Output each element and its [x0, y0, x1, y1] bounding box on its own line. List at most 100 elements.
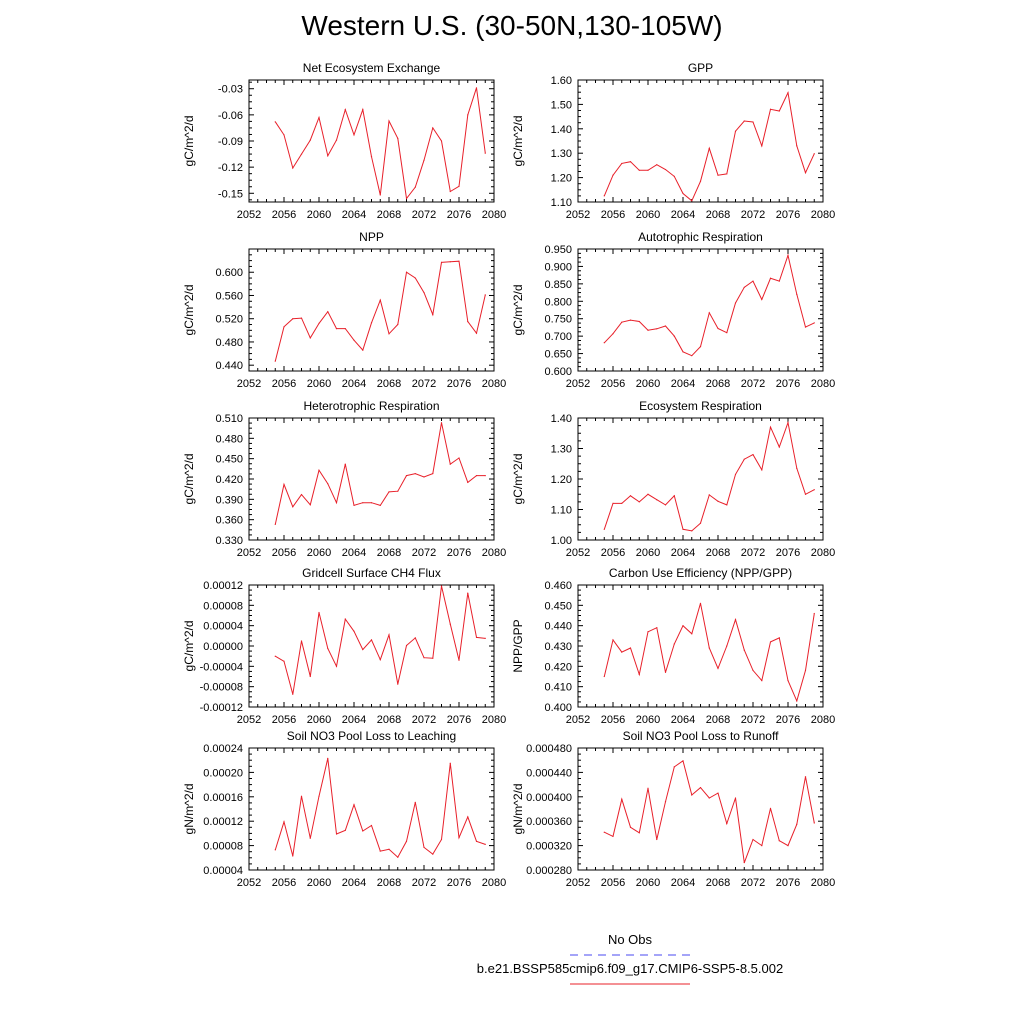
data-point: [370, 502, 373, 504]
data-point: [405, 840, 408, 842]
y-tick-label: -0.00008: [200, 682, 243, 694]
y-tick-label: 0.390: [215, 494, 243, 506]
y-tick-label: 0.450: [544, 600, 572, 612]
y-tick-label: -0.12: [218, 162, 243, 174]
data-point: [726, 504, 728, 506]
y-tick-label: 0.520: [215, 314, 243, 326]
data-point: [475, 332, 478, 334]
data-point: [778, 637, 780, 639]
data-point: [638, 501, 640, 503]
x-tick-label: 2068: [706, 877, 730, 889]
data-point: [353, 504, 355, 507]
data-point: [813, 822, 815, 824]
y-tick-label: 0.950: [544, 244, 572, 256]
data-point: [405, 271, 408, 273]
y-tick-label: -0.15: [218, 188, 243, 200]
x-tick-label: 2056: [272, 378, 296, 390]
data-point: [682, 351, 684, 353]
data-point: [283, 326, 285, 328]
data-point: [397, 490, 399, 492]
x-tick-label: 2064: [671, 877, 695, 889]
x-tick-label: 2060: [636, 877, 660, 889]
data-point: [743, 458, 745, 460]
x-tick-label: 2060: [307, 547, 331, 559]
data-point: [726, 332, 728, 334]
data-point: [388, 848, 390, 850]
y-tick-label: 0.330: [215, 535, 243, 547]
data-point: [432, 472, 434, 475]
page-title: Western U.S. (30-50N,130-105W): [301, 10, 723, 41]
data-point: [440, 261, 443, 263]
y-tick-label: 1.50: [551, 99, 572, 111]
data-point: [787, 92, 789, 94]
x-tick-label: 2052: [237, 877, 261, 889]
data-point: [370, 639, 373, 641]
data-point: [813, 612, 815, 615]
x-tick-label: 2080: [811, 378, 835, 390]
data-point: [664, 168, 667, 171]
data-point: [353, 630, 355, 632]
data-point: [362, 830, 364, 832]
x-tick-label: 2064: [342, 877, 366, 889]
data-point: [673, 766, 675, 768]
data-point: [796, 467, 798, 469]
y-axis-label: gC/m^2/d: [182, 285, 196, 336]
chart-panel-6: Ecosystem Respiration gC/m^2/d 2052 2056 206…: [511, 399, 835, 559]
data-point: [388, 634, 390, 636]
x-tick-label: 2068: [377, 209, 401, 221]
data-point: [475, 636, 478, 638]
y-tick-label: 0.480: [215, 337, 243, 349]
data-point: [734, 797, 737, 799]
data-point: [344, 109, 346, 111]
legend-model-label: b.e21.BSSP585cmip6.f09_g17.CMIP6-SSP5-8.…: [476, 961, 784, 976]
series-line: [603, 91, 815, 202]
x-tick-label: 2052: [566, 547, 590, 559]
chart-title: Carbon Use Efficiency (NPP/GPP): [609, 566, 792, 580]
y-tick-label: 0.00012: [203, 816, 243, 828]
data-point: [629, 161, 632, 163]
x-tick-label: 2060: [307, 714, 331, 726]
plot-frame: [248, 417, 495, 541]
data-point: [370, 824, 373, 827]
y-tick-label: 0.560: [215, 290, 243, 302]
data-point: [664, 801, 667, 803]
y-tick-label: 0.410: [544, 682, 572, 694]
plot-frame: [248, 248, 495, 372]
x-tick-label: 2064: [342, 714, 366, 726]
y-tick-label: -0.00012: [200, 702, 243, 714]
y-axis-label: gC/m^2/d: [511, 116, 525, 167]
x-tick-label: 2060: [636, 547, 660, 559]
x-tick-label: 2056: [601, 378, 625, 390]
x-tick-label: 2080: [811, 714, 835, 726]
data-point: [612, 835, 614, 838]
data-point: [283, 134, 285, 136]
data-point: [423, 291, 425, 294]
data-point: [647, 329, 649, 331]
data-point: [335, 665, 338, 667]
data-point: [813, 489, 815, 491]
y-tick-label: 0.650: [544, 349, 572, 361]
y-axis-label: gC/m^2/d: [511, 454, 525, 505]
data-point: [813, 153, 815, 155]
x-tick-label: 2052: [237, 378, 261, 390]
y-tick-label: 0.00008: [203, 600, 243, 612]
data-point: [682, 528, 684, 530]
data-point: [717, 327, 719, 330]
y-axis-label: gN/m^2/d: [511, 784, 525, 835]
y-axis-label: gC/m^2/d: [182, 621, 196, 672]
data-point: [638, 320, 640, 323]
y-tick-label: 0.00008: [203, 841, 243, 853]
y-tick-label: 0.600: [544, 366, 572, 378]
data-point: [362, 109, 364, 111]
y-tick-label: 1.30: [551, 148, 572, 160]
y-tick-label: 0.000480: [526, 743, 572, 755]
x-tick-label: 2076: [447, 877, 471, 889]
y-axis-label: gC/m^2/d: [182, 454, 196, 505]
data-point: [691, 633, 693, 635]
data-point: [708, 312, 710, 314]
data-point: [743, 862, 745, 864]
data-point: [309, 675, 311, 678]
data-point: [708, 797, 710, 799]
data-point: [362, 349, 364, 351]
data-point: [344, 618, 346, 620]
